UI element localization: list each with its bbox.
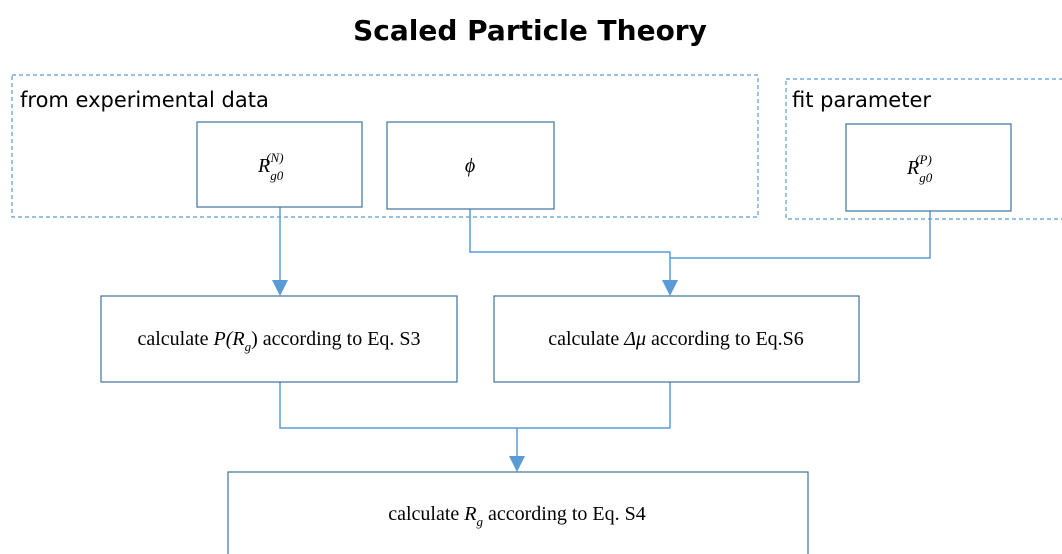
node-box [227, 471, 809, 554]
symbol: R [906, 157, 919, 179]
title: Scaled Particle Theory [353, 14, 707, 47]
math: P(R [213, 328, 245, 350]
node-label: calculate P(Rg) according to Eq. S3 [137, 328, 420, 354]
text: calculate [548, 328, 624, 350]
group-box [785, 78, 1062, 220]
superscript: (N) [266, 150, 283, 165]
text: according to Eq.S6 [646, 328, 804, 350]
symbol: R [257, 155, 270, 177]
node-label: Rg0 (N) [257, 150, 284, 183]
subscript: g0 [919, 170, 933, 185]
node-label: calculate Rg according to Eq. S4 [388, 503, 646, 529]
node-box [493, 295, 860, 383]
subscript: g [477, 514, 484, 529]
group-label: fit parameter [792, 88, 931, 112]
superscript: (P) [915, 152, 932, 167]
node-box [196, 121, 363, 208]
node-label: ϕ [465, 155, 475, 177]
math: Δμ [623, 328, 646, 350]
node-box [386, 121, 555, 210]
node-box [845, 123, 1012, 212]
text: calculate [137, 328, 213, 350]
text: calculate [388, 503, 464, 525]
node-label: calculate Δμ according to Eq.S6 [548, 328, 804, 350]
node-box [100, 295, 458, 383]
subscript: g0 [270, 168, 284, 183]
subscript: g [245, 339, 252, 354]
node-label: Rg0 (P) [906, 152, 933, 185]
connectors [272, 207, 931, 472]
math: R [463, 503, 476, 525]
group-box [11, 74, 759, 218]
group-label: from experimental data [20, 88, 269, 112]
text: according to Eq. S4 [483, 503, 646, 525]
text: ) according to Eq. S3 [251, 328, 420, 350]
